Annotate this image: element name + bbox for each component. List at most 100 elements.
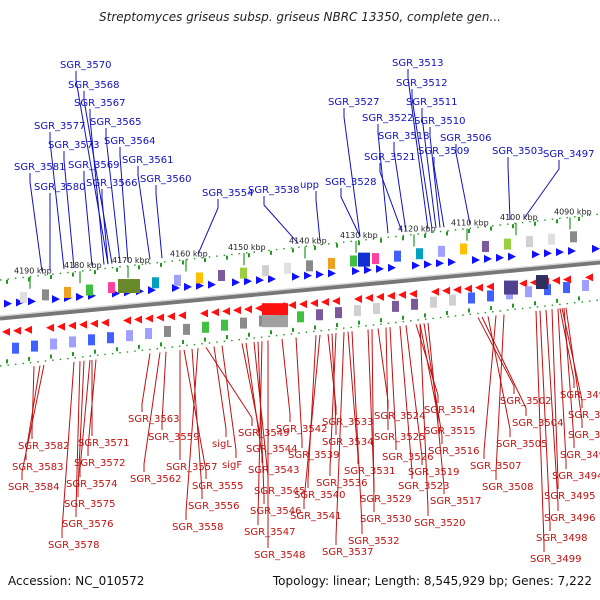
forward-gene-label[interactable]: SGR_3509 bbox=[418, 146, 470, 157]
reverse-gene-label[interactable]: SGR_3576 bbox=[62, 519, 114, 530]
reverse-gene-label[interactable]: SGR_3545 bbox=[254, 486, 306, 497]
forward-gene-label[interactable]: SGR_3506 bbox=[440, 133, 492, 144]
reverse-feature-block[interactable] bbox=[262, 303, 288, 316]
reverse-gene-label[interactable]: SGR_3537 bbox=[322, 547, 374, 558]
forward-feature-block[interactable] bbox=[526, 236, 533, 248]
reverse-gene-arrow[interactable] bbox=[244, 305, 252, 314]
forward-gene-label[interactable]: SGR_3512 bbox=[396, 78, 448, 89]
reverse-gene-label[interactable]: SGR_3517 bbox=[430, 496, 482, 507]
forward-gene-arrow[interactable] bbox=[448, 258, 456, 267]
forward-feature-block[interactable] bbox=[504, 238, 511, 250]
reverse-feature-block[interactable] bbox=[335, 307, 342, 319]
reverse-feature-block[interactable] bbox=[411, 298, 418, 310]
reverse-gene-arrow[interactable] bbox=[475, 283, 483, 292]
forward-feature-block[interactable] bbox=[174, 274, 181, 286]
reverse-gene-label[interactable]: SGR_3575 bbox=[64, 499, 116, 510]
reverse-gene-label[interactable]: SGR_3505 bbox=[496, 439, 548, 450]
reverse-gene-label[interactable]: SGR_3543 bbox=[248, 465, 300, 476]
reverse-feature-block[interactable] bbox=[536, 275, 548, 290]
reverse-gene-arrow[interactable] bbox=[123, 316, 131, 325]
forward-gene-arrow[interactable] bbox=[508, 252, 516, 261]
forward-gene-label[interactable]: SGR_3567 bbox=[74, 98, 126, 109]
forward-gene-arrow[interactable] bbox=[388, 263, 396, 272]
reverse-gene-label[interactable]: SGR_3515 bbox=[424, 426, 476, 437]
forward-feature-block[interactable] bbox=[262, 265, 269, 277]
forward-gene-label[interactable]: SGR_3560 bbox=[140, 174, 192, 185]
reverse-gene-arrow[interactable] bbox=[409, 289, 417, 298]
forward-gene-arrow[interactable] bbox=[352, 267, 360, 276]
reverse-feature-block[interactable] bbox=[544, 284, 551, 296]
forward-gene-arrow[interactable] bbox=[496, 253, 504, 262]
reverse-gene-arrow[interactable] bbox=[24, 325, 32, 334]
forward-gene-label[interactable]: SGR_3510 bbox=[414, 116, 466, 127]
reverse-gene-arrow[interactable] bbox=[90, 319, 98, 328]
reverse-gene-arrow[interactable] bbox=[332, 297, 340, 306]
reverse-feature-block[interactable] bbox=[430, 296, 437, 308]
forward-feature-block[interactable] bbox=[86, 284, 93, 296]
forward-gene-arrow[interactable] bbox=[328, 269, 336, 278]
forward-feature-block[interactable] bbox=[460, 243, 467, 255]
reverse-gene-label[interactable]: SGR_3502 bbox=[500, 396, 552, 407]
reverse-gene-label[interactable]: SGR_3544 bbox=[246, 444, 298, 455]
reverse-gene-arrow[interactable] bbox=[233, 306, 241, 315]
forward-gene-arrow[interactable] bbox=[532, 250, 540, 259]
forward-gene-label[interactable]: SGR_3577 bbox=[34, 121, 86, 132]
forward-gene-arrow[interactable] bbox=[304, 271, 312, 280]
reverse-gene-label[interactable]: SGR_3583 bbox=[12, 462, 64, 473]
reverse-gene-arrow[interactable] bbox=[387, 291, 395, 300]
reverse-gene-label[interactable]: SGR_3562 bbox=[130, 474, 182, 485]
forward-gene-label[interactable]: SGR_3568 bbox=[68, 80, 120, 91]
forward-feature-block[interactable] bbox=[328, 257, 335, 269]
reverse-gene-arrow[interactable] bbox=[585, 273, 593, 282]
reverse-gene-arrow[interactable] bbox=[101, 318, 109, 327]
reverse-gene-label[interactable]: SGR_3582 bbox=[18, 441, 70, 452]
forward-gene-label[interactable]: SGR_3570 bbox=[60, 60, 112, 71]
reverse-feature-block[interactable] bbox=[126, 330, 133, 342]
reverse-gene-label[interactable]: SGR_3558 bbox=[172, 522, 224, 533]
forward-gene-arrow[interactable] bbox=[316, 270, 324, 279]
reverse-gene-label[interactable]: SGR_3498 bbox=[536, 533, 588, 544]
forward-feature-block[interactable] bbox=[482, 240, 489, 252]
reverse-gene-arrow[interactable] bbox=[68, 321, 76, 330]
forward-gene-arrow[interactable] bbox=[208, 280, 216, 289]
reverse-gene-arrow[interactable] bbox=[486, 282, 494, 291]
forward-gene-label[interactable]: SGR_3554 bbox=[202, 188, 254, 199]
forward-gene-arrow[interactable] bbox=[268, 274, 276, 283]
reverse-gene-label[interactable]: SGR_3571 bbox=[78, 438, 130, 449]
reverse-gene-label[interactable]: SGR_3540 bbox=[294, 490, 346, 501]
forward-gene-arrow[interactable] bbox=[256, 276, 264, 285]
forward-gene-arrow[interactable] bbox=[196, 281, 204, 290]
reverse-gene-arrow[interactable] bbox=[398, 290, 406, 299]
reverse-feature-block[interactable] bbox=[504, 280, 518, 295]
forward-gene-label[interactable]: SGR_3503 bbox=[492, 146, 544, 157]
reverse-feature-block[interactable] bbox=[354, 305, 361, 317]
forward-gene-label[interactable]: upp bbox=[300, 180, 319, 191]
reverse-feature-block[interactable] bbox=[487, 290, 494, 302]
forward-gene-arrow[interactable] bbox=[484, 254, 492, 263]
forward-gene-arrow[interactable] bbox=[376, 264, 384, 273]
reverse-gene-label[interactable]: SGR_3556 bbox=[188, 501, 240, 512]
reverse-gene-label[interactable]: SGR_3525 bbox=[374, 432, 426, 443]
forward-gene-arrow[interactable] bbox=[472, 255, 480, 264]
reverse-gene-arrow[interactable] bbox=[299, 300, 307, 309]
reverse-gene-arrow[interactable] bbox=[442, 286, 450, 295]
reverse-feature-block[interactable] bbox=[164, 325, 171, 337]
forward-gene-label[interactable]: SGR_3521 bbox=[364, 152, 416, 163]
forward-feature-block[interactable] bbox=[438, 245, 445, 257]
forward-feature-block[interactable] bbox=[20, 291, 27, 303]
forward-gene-arrow[interactable] bbox=[172, 283, 180, 292]
reverse-feature-block[interactable] bbox=[525, 286, 532, 298]
forward-gene-label[interactable]: SGR_3538 bbox=[248, 185, 300, 196]
reverse-feature-block[interactable] bbox=[69, 336, 76, 348]
reverse-feature-block[interactable] bbox=[262, 315, 288, 328]
reverse-gene-label[interactable]: SGR_3492 bbox=[568, 430, 600, 441]
reverse-gene-arrow[interactable] bbox=[79, 320, 87, 329]
reverse-gene-label[interactable]: SGR_3546 bbox=[250, 506, 302, 517]
forward-gene-label[interactable]: SGR_3561 bbox=[122, 155, 174, 166]
forward-feature-block[interactable] bbox=[358, 252, 370, 267]
reverse-gene-label[interactable]: SGR_3574 bbox=[66, 479, 118, 490]
forward-gene-arrow[interactable] bbox=[244, 277, 252, 286]
forward-feature-block[interactable] bbox=[196, 272, 203, 284]
forward-gene-label[interactable]: SGR_3566 bbox=[86, 178, 138, 189]
